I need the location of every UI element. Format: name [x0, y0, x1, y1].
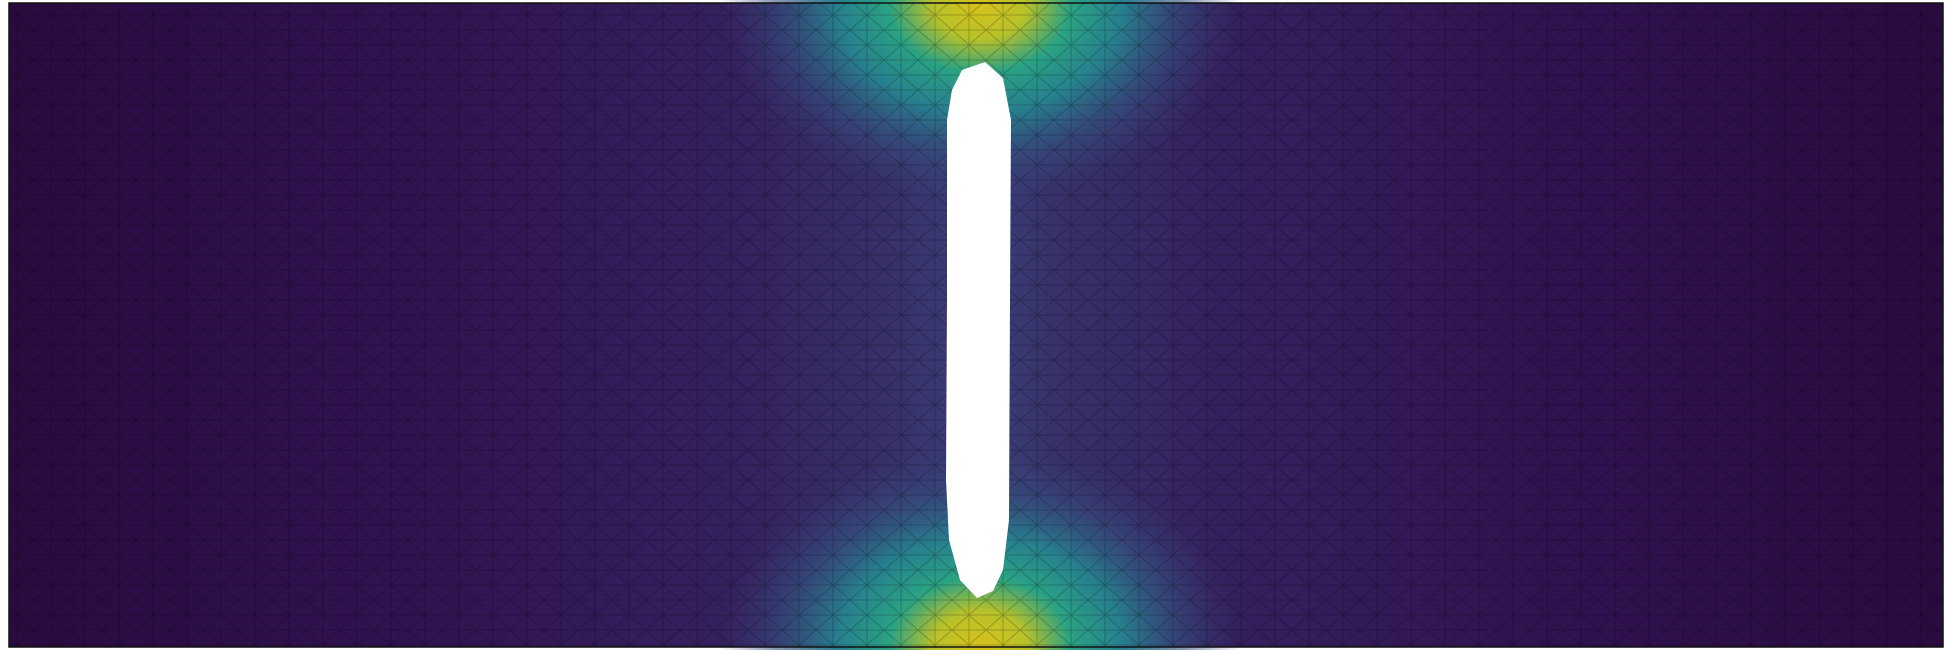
slot-hole [946, 62, 1011, 598]
domain-border [8, 2, 1944, 648]
